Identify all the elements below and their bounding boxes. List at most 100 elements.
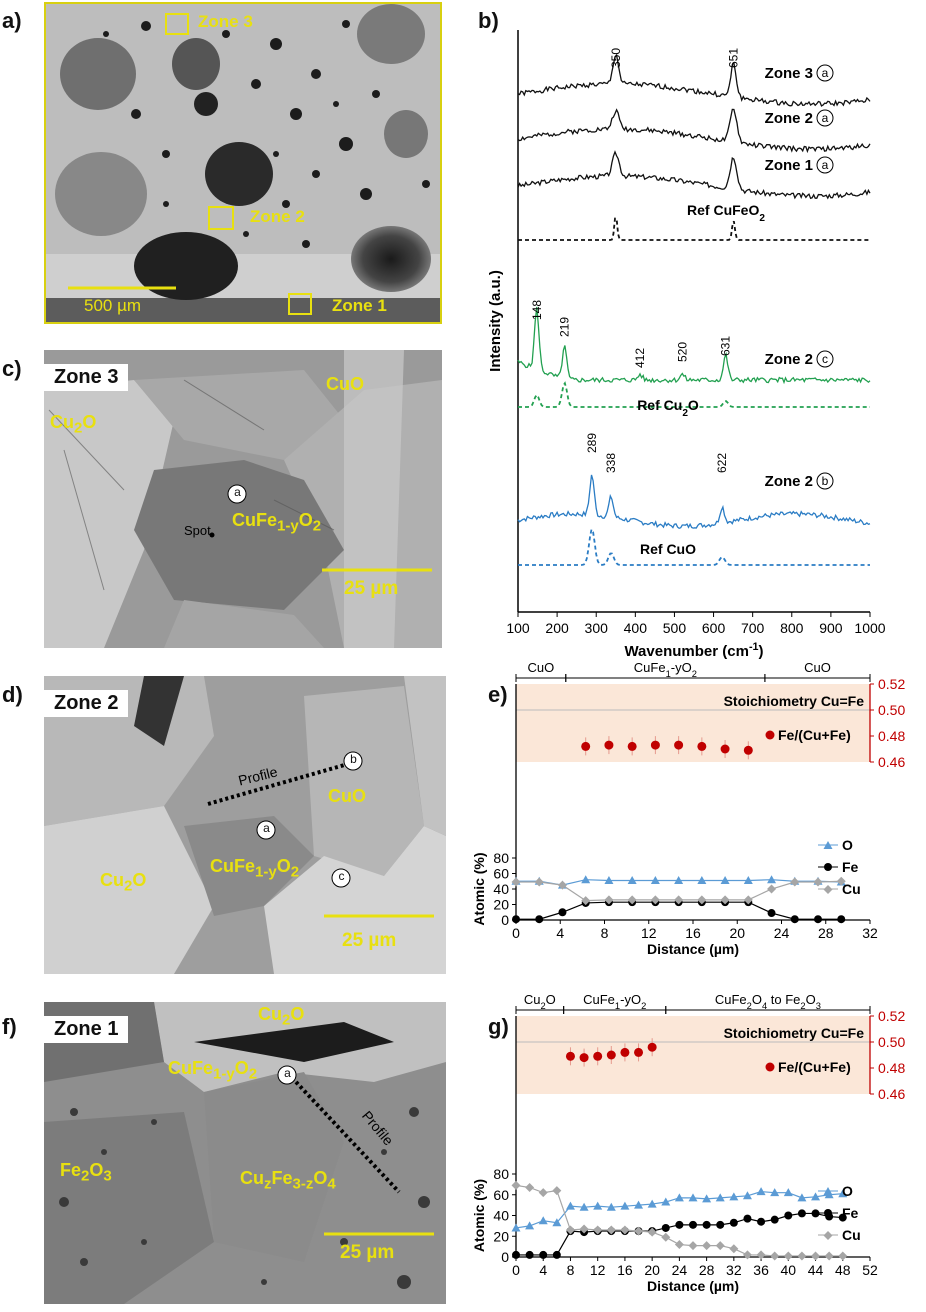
data-point (743, 1214, 752, 1223)
data-point (783, 1251, 793, 1261)
data-point (647, 1227, 657, 1237)
data-point (797, 1251, 807, 1261)
x-axis-label: Distance (µm) (647, 941, 739, 957)
y-tick-label: 40 (493, 1208, 509, 1224)
label-spot: Spot (184, 523, 211, 538)
legend-ratio-marker (765, 1062, 775, 1072)
data-point (674, 875, 684, 884)
peak-label: 338 (604, 453, 618, 473)
data-point (716, 1220, 725, 1229)
label-cu2o: Cu2O (100, 870, 147, 895)
x-tick-label: 400 (624, 620, 648, 636)
phase-label: CuFe2O4 to Fe2O3 (715, 992, 821, 1011)
label-cu2o: Cu2O (50, 412, 97, 437)
peak-label: 651 (727, 48, 741, 68)
y-axis-label: Atomic (%) (471, 1179, 487, 1252)
legend-label: O (842, 1183, 853, 1199)
ratio-point (565, 1051, 575, 1061)
data-point (593, 1225, 603, 1235)
sem-image-zone3: Zone 3 Cu2O CuO CuFe1-yO2 Spot a 25 µm (44, 350, 442, 648)
series-label: Zone 3 (765, 65, 813, 82)
data-point (525, 1250, 534, 1259)
y-tick-label: 60 (493, 1187, 509, 1203)
zone2-label: Zone 2 (250, 207, 305, 226)
sem-image-zone2: Zone 2 CuO CuFe1-yO2 Cu2O Profile a b c … (44, 676, 446, 974)
data-point (674, 895, 684, 905)
ref-label: Ref Cu2O (637, 397, 699, 419)
data-point (535, 915, 544, 924)
data-point (579, 1224, 589, 1234)
phase-label: CuFe1-yO2 (583, 992, 646, 1011)
series-label: Zone 2 (765, 473, 813, 490)
y-tick-label: 80 (493, 1166, 509, 1182)
ratio-point (620, 1047, 630, 1057)
profile-chart-zone2: CuO CuFe1-yO2 CuO Stoichiometry Cu=Fe 0 20 40 6… (456, 650, 926, 1000)
x-tick-label: 500 (663, 620, 687, 636)
y2-tick-label: 0.48 (878, 1060, 905, 1076)
scale-bar-label: 25 µm (340, 1242, 395, 1263)
legend-label: Fe (842, 859, 859, 875)
series-circle-label: c (822, 352, 828, 366)
data-point (606, 1225, 616, 1235)
x-tick-label: 8 (601, 925, 609, 941)
x-tick-label: 24 (774, 925, 790, 941)
label-cufe1yo2: CuFe1-yO2 (168, 1058, 258, 1083)
panel-label-e: e) (488, 682, 508, 707)
label-cuo: CuO (328, 786, 366, 806)
data-point (838, 1189, 848, 1198)
x-tick-label: 800 (780, 620, 804, 636)
panel-label-a: a) (2, 8, 22, 33)
data-point (557, 880, 567, 890)
spectrum-line (517, 150, 871, 200)
legend-label: Cu (842, 1227, 861, 1243)
data-point (797, 1193, 807, 1202)
data-point (784, 1211, 793, 1220)
legend-ratio-marker (765, 730, 775, 740)
data-point (811, 1209, 820, 1218)
data-point (581, 875, 591, 884)
data-point (552, 1250, 561, 1259)
zone3-label: Zone 3 (198, 12, 253, 31)
data-point (814, 915, 823, 924)
y-tick-label: 40 (493, 881, 509, 897)
label-fe2o3: Fe2O3 (60, 1160, 112, 1185)
x-tick-label: 900 (819, 620, 843, 636)
data-point (702, 1194, 712, 1203)
peak-label: 631 (719, 336, 733, 356)
zone1-label: Zone 1 (332, 296, 387, 315)
y-tick-label: 0 (501, 1249, 509, 1265)
data-point (675, 1220, 684, 1229)
data-point (811, 1251, 821, 1261)
stoich-label: Stoichiometry Cu=Fe (724, 1025, 865, 1041)
x-tick-label: 4 (556, 925, 564, 941)
ratio-point (647, 1042, 657, 1052)
x-tick-label: 12 (641, 925, 657, 941)
data-point (674, 1240, 684, 1250)
x-tick-label: 20 (729, 925, 745, 941)
ratio-point (627, 741, 637, 751)
data-point (674, 1193, 684, 1202)
x-axis-label: Distance (µm) (647, 1278, 739, 1294)
data-point (702, 1241, 712, 1251)
stoich-label: Stoichiometry Cu=Fe (724, 693, 865, 709)
x-tick-label: 24 (672, 1262, 688, 1278)
data-point (627, 895, 637, 905)
series-label: Zone 2 (765, 351, 813, 368)
y-tick-label: 0 (501, 912, 509, 928)
marker-a: a (284, 1066, 291, 1080)
data-point (770, 1215, 779, 1224)
series-circle-label: a (822, 66, 829, 80)
panel-label-d: d) (2, 682, 23, 707)
y-tick-label: 20 (493, 1228, 509, 1244)
series-circle (816, 350, 834, 368)
data-point (702, 1220, 711, 1229)
marker-c: c (338, 869, 345, 883)
x-axis-label: Wavenumber (cm-1) (624, 641, 763, 660)
series-circle (816, 156, 834, 174)
y2-tick-label: 0.46 (878, 754, 905, 770)
data-point (790, 915, 799, 924)
data-point (688, 1241, 698, 1251)
x-tick-label: 100 (506, 620, 530, 636)
zone2-title: Zone 2 (44, 690, 129, 717)
legend-label: Cu (842, 881, 861, 897)
